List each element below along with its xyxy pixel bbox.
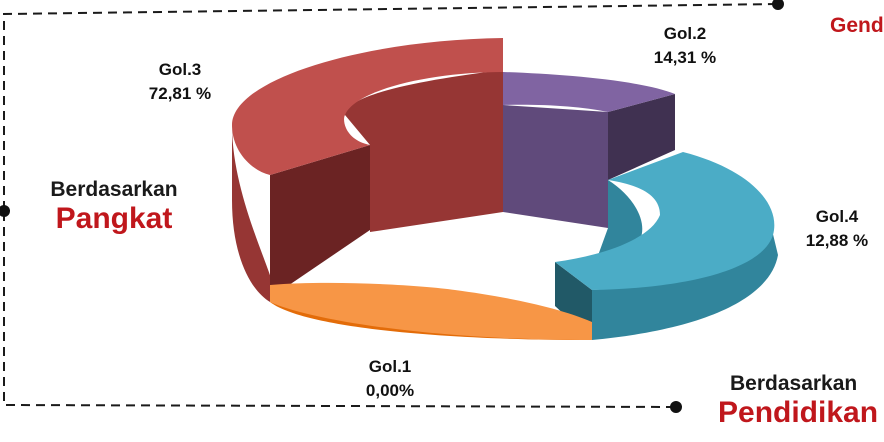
panel-pendidikan-line1: Berdasarkan (730, 372, 858, 395)
panel-pangkat-title: Berdasarkan Pangkat (14, 178, 214, 236)
label-gol2: Gol.2 14,31 % (630, 22, 740, 70)
panel-pangkat-line1: Berdasarkan (50, 178, 178, 201)
label-gol1-value: 0,00% (365, 381, 415, 400)
panel-pangkat-line2: Pangkat (55, 202, 173, 235)
slice-gol1 (270, 282, 592, 340)
slice-gol3 (232, 38, 503, 302)
label-gol1: Gol.1 0,00% (340, 355, 440, 403)
connector-dot-top (772, 0, 784, 10)
connector-bottom (3, 212, 677, 408)
connector-top (3, 3, 779, 210)
label-gol4-name: Gol.4 (815, 207, 859, 226)
panel-pendidikan-title: Berdasarkan Pendidikan (718, 372, 878, 430)
connector-dot-bottom (670, 401, 682, 413)
connector-dot-left (0, 205, 10, 217)
label-gol4-value: 12,88 % (805, 231, 869, 250)
label-gol3-name: Gol.3 (158, 60, 202, 79)
label-gol1-name: Gol.1 (368, 357, 412, 376)
label-gol2-value: 14,31 % (653, 48, 717, 67)
slice-gol2 (503, 72, 675, 228)
label-gol4: Gol.4 12,88 % (782, 205, 884, 253)
label-gol2-name: Gol.2 (663, 24, 707, 43)
panel-pendidikan-line2: Pendidikan (718, 396, 879, 429)
slice-gol4 (555, 152, 778, 340)
label-gol3: Gol.3 72,81 % (130, 58, 230, 106)
frame-connectors (3, 3, 779, 408)
label-gol3-value: 72,81 % (148, 84, 212, 103)
panel-gender-title: Gender (830, 14, 884, 37)
